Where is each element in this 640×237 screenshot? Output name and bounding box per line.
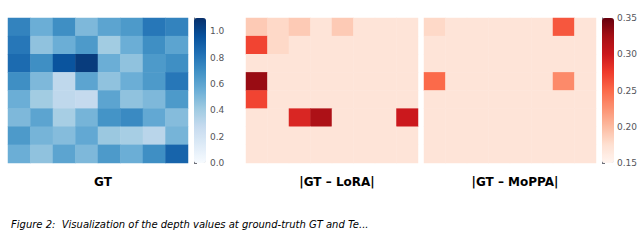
svg-text:0.8: 0.8 [210, 53, 225, 63]
svg-text:|GT – MoPPA|: |GT – MoPPA| [472, 175, 559, 189]
svg-text:0.6: 0.6 [210, 79, 225, 89]
svg-text:0.30: 0.30 [617, 49, 637, 59]
svg-text:0.15: 0.15 [617, 158, 637, 168]
svg-text:|GT – LoRA|: |GT – LoRA| [299, 175, 374, 189]
svg-text:0.4: 0.4 [210, 105, 225, 115]
svg-text:0.25: 0.25 [617, 86, 637, 96]
svg-text:Figure 2: Visualization of th: Figure 2: Visualization of the depth val… [11, 219, 369, 230]
svg-text:1.0: 1.0 [210, 26, 225, 36]
svg-text:0.35: 0.35 [617, 13, 637, 23]
svg-text:GT: GT [94, 175, 113, 189]
svg-text:0.20: 0.20 [617, 122, 637, 132]
svg-text:0.0: 0.0 [210, 158, 225, 168]
svg-text:0.2: 0.2 [210, 132, 224, 142]
